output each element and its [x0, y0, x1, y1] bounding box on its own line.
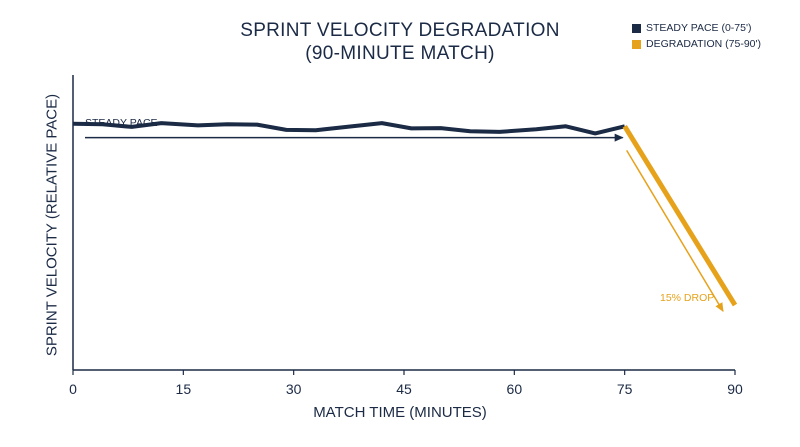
annotation-steady-pace: STEADY PACE: [85, 117, 158, 129]
legend-swatch-degradation-icon: [632, 39, 641, 49]
x-axis-label: MATCH TIME (MINUTES): [313, 404, 487, 421]
x-tick-label: 45: [396, 381, 412, 397]
x-tick-label: 75: [617, 381, 633, 397]
series-line-steady-pace: [72, 121, 626, 136]
x-tick-label: 30: [286, 381, 302, 397]
y-axis-label: SPRINT VELOCITY (RELATIVE PACE): [43, 93, 61, 357]
series-line-degradation: [622, 124, 738, 307]
x-tick-label: 0: [69, 381, 77, 397]
chart-subtitle: (90-MINUTE MATCH): [305, 43, 495, 64]
legend-item-degradation: DEGRADATION (75-90'): [632, 37, 761, 51]
legend-label-steady: STEADY PACE (0-75'): [646, 22, 752, 34]
drop-arrow: [626, 149, 724, 312]
annotation-drop: 15% DROP: [660, 292, 715, 304]
legend-item-steady-pace: STEADY PACE (0-75'): [632, 21, 751, 35]
legend-label-degradation: DEGRADATION (75-90'): [646, 38, 761, 50]
x-tick-label: 90: [727, 381, 743, 397]
chart-title: SPRINT VELOCITY DEGRADATION: [240, 20, 560, 41]
x-tick-label: 15: [176, 381, 192, 397]
legend-swatch-steady-icon: [632, 23, 641, 33]
x-tick-label: 60: [507, 381, 523, 397]
